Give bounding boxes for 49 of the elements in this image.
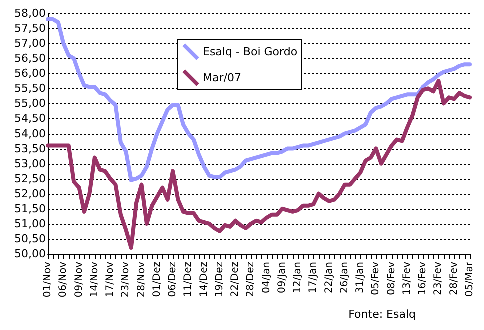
legend-label: Esalq - Boi Gordo [203, 46, 298, 58]
x-tick-label: 22/Jan [324, 262, 335, 294]
y-tick-label: 53,50 [14, 142, 46, 156]
y-tick-label: 52,00 [14, 187, 46, 200]
x-tick-label: 06/Dez [168, 262, 179, 298]
x-tick-label: 19/Dez [214, 262, 226, 298]
x-tick-label: 09/Jan [276, 262, 288, 294]
x-tick-label: 28/Fev [448, 262, 460, 296]
x-tick-label: 11/Dez [183, 262, 194, 298]
y-tick-label: 54,50 [14, 112, 46, 126]
y-tick-label: 53,00 [14, 157, 46, 170]
line-series [46, 18, 472, 182]
x-tick-label: 31/Jan [355, 262, 366, 294]
x-tick-label: 06/Nov [58, 262, 70, 298]
y-tick-label: 50,50 [14, 232, 46, 246]
x-tick-label: 14/Dez [198, 262, 210, 298]
y-tick-label: 52,50 [14, 172, 46, 186]
y-tick-label: 56,00 [14, 67, 46, 80]
x-tick-label: 23/Fev [433, 262, 444, 296]
y-tick-label: 55,00 [14, 97, 46, 110]
x-tick-label: 17/Jan [308, 262, 320, 294]
x-tick-label: 05/Mar [464, 261, 476, 297]
y-tick-label: 51,50 [14, 202, 46, 216]
y-tick-label: 50,00 [14, 248, 46, 260]
y-tick-label: 55,50 [14, 82, 46, 96]
x-tick-label: 05/Fev [370, 262, 382, 296]
x-tick-label: 22/Dez [230, 262, 242, 298]
x-tick-label: 16/Fev [418, 262, 429, 296]
legend-label: Mar/07 [203, 72, 242, 84]
x-tick-label: 28/Nov [136, 262, 148, 298]
x-tick-label: 28/Dez [246, 262, 257, 298]
source-note: Fonte: Esalq [348, 308, 416, 321]
x-tick-label: 09/Nov [74, 262, 85, 298]
x-tick-label: 13/Fev [402, 262, 413, 296]
y-tick-label: 57,00 [14, 37, 46, 50]
x-tick-label: 04/Jan [261, 262, 272, 294]
y-tick-label: 58,00 [14, 7, 46, 20]
x-tick-label: 08/Fev [386, 262, 398, 296]
x-tick-label: 26/Jan [339, 262, 350, 294]
x-tick-label: 01/Dez [152, 262, 163, 298]
y-tick-label: 51,00 [14, 217, 46, 230]
x-tick-label: 23/Nov [120, 262, 132, 298]
x-tick-label: 12/Jan [292, 262, 304, 294]
y-tick-label: 54,00 [14, 127, 46, 140]
y-tick-label: 56,50 [14, 52, 46, 66]
x-tick-label: 17/Nov [105, 262, 116, 298]
y-tick-label: 57,50 [14, 22, 46, 36]
x-tick-label: 14/Nov [89, 262, 100, 298]
x-tick-label: 01/Nov [42, 262, 54, 298]
